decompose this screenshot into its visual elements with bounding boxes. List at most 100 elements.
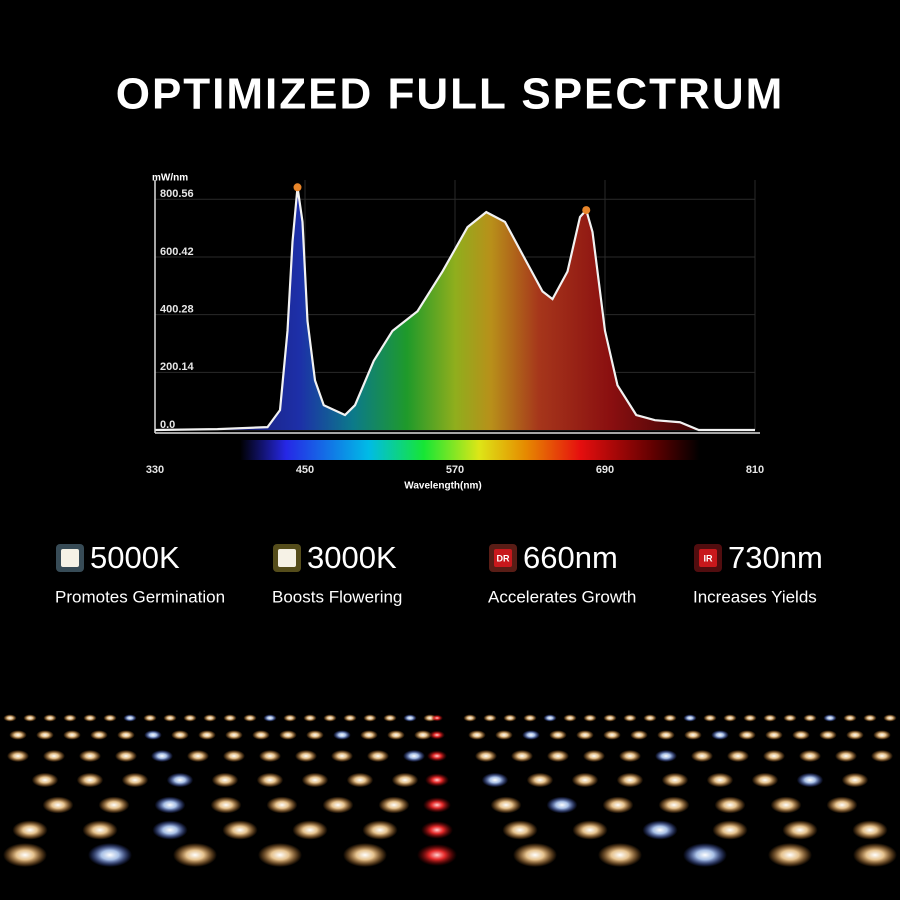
led — [871, 750, 893, 762]
feature-value: 730nm — [728, 540, 823, 575]
led — [263, 714, 277, 722]
led — [663, 714, 677, 722]
led — [768, 843, 812, 867]
led — [743, 714, 757, 722]
led — [43, 750, 65, 762]
led — [576, 730, 594, 740]
led — [803, 714, 817, 722]
led — [322, 796, 354, 814]
led — [683, 714, 697, 722]
x-tick-label: 810 — [746, 464, 764, 476]
led — [883, 714, 897, 722]
led — [583, 750, 605, 762]
led — [751, 772, 779, 788]
led — [511, 750, 533, 762]
led — [63, 714, 77, 722]
led — [360, 730, 378, 740]
led — [655, 750, 677, 762]
led — [853, 843, 897, 867]
led — [283, 714, 297, 722]
led — [252, 730, 270, 740]
y-tick-label: 200.14 — [160, 361, 195, 373]
led — [522, 730, 540, 740]
led — [154, 796, 186, 814]
led — [619, 750, 641, 762]
led — [657, 730, 675, 740]
led — [3, 714, 17, 722]
led — [691, 750, 713, 762]
led — [495, 730, 513, 740]
led — [183, 714, 197, 722]
led — [266, 796, 298, 814]
x-tick-label: 570 — [446, 464, 464, 476]
led — [225, 730, 243, 740]
led — [144, 730, 162, 740]
feature-caption: Accelerates Growth — [488, 587, 636, 606]
led — [163, 714, 177, 722]
led — [363, 714, 377, 722]
led — [383, 714, 397, 722]
led — [171, 730, 189, 740]
led — [425, 773, 449, 787]
led — [819, 730, 837, 740]
led — [481, 772, 509, 788]
led — [36, 730, 54, 740]
x-tick-label: 450 — [296, 464, 314, 476]
led — [323, 714, 337, 722]
led — [343, 714, 357, 722]
led — [727, 750, 749, 762]
led — [42, 796, 74, 814]
feature-caption: Promotes Germination — [55, 587, 225, 606]
led — [603, 714, 617, 722]
led — [243, 714, 257, 722]
led — [306, 730, 324, 740]
led — [642, 820, 678, 840]
led — [431, 714, 443, 722]
led — [873, 730, 891, 740]
led — [43, 714, 57, 722]
led — [12, 820, 48, 840]
led — [7, 750, 29, 762]
led — [9, 730, 27, 740]
led — [468, 730, 486, 740]
led — [423, 797, 451, 813]
led — [583, 714, 597, 722]
led — [852, 820, 888, 840]
led — [83, 714, 97, 722]
led — [421, 821, 453, 839]
x-axis-label: Wavelength(nm) — [404, 481, 481, 492]
icon — [61, 549, 79, 567]
led — [403, 750, 425, 762]
led — [770, 796, 802, 814]
led — [714, 796, 746, 814]
led — [684, 730, 702, 740]
led — [31, 772, 59, 788]
led — [463, 714, 477, 722]
feature-value: 3000K — [307, 540, 397, 575]
led — [79, 750, 101, 762]
led — [259, 750, 281, 762]
led — [82, 820, 118, 840]
led — [343, 843, 387, 867]
title: OPTIMIZED FULL SPECTRUM — [116, 70, 785, 119]
led — [187, 750, 209, 762]
led — [151, 750, 173, 762]
led — [823, 714, 837, 722]
led — [117, 730, 135, 740]
led — [782, 820, 818, 840]
led — [121, 772, 149, 788]
led — [23, 714, 37, 722]
led — [547, 750, 569, 762]
led — [796, 772, 824, 788]
led — [123, 714, 137, 722]
plot: 0.0 200.14 400.28 600.42 800.56 330 450 570 690 8… — [146, 180, 764, 476]
led — [76, 772, 104, 788]
led — [256, 772, 284, 788]
led — [571, 772, 599, 788]
led — [3, 843, 47, 867]
led — [490, 796, 522, 814]
features: 5000K Promotes Germination 3000K Boosts Flo… — [55, 540, 823, 606]
led — [222, 820, 258, 840]
led — [603, 730, 621, 740]
led — [843, 714, 857, 722]
